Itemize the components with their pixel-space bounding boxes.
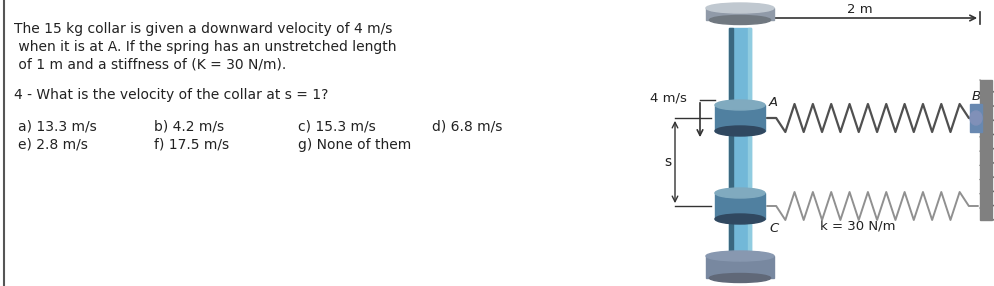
Text: C: C [769,221,778,235]
Text: s: s [664,155,671,169]
Bar [970,104,982,132]
Ellipse shape [715,126,765,136]
Bar [729,28,751,278]
Text: f) 17.5 m/s: f) 17.5 m/s [154,138,230,152]
Bar [715,105,765,131]
Bar [748,28,751,278]
Text: 4 m/s: 4 m/s [650,92,687,104]
Bar [715,193,765,219]
Bar [729,28,733,278]
Ellipse shape [706,251,774,261]
Text: The 15 kg collar is given a downward velocity of 4 m/s: The 15 kg collar is given a downward vel… [14,22,393,36]
Text: d) 6.8 m/s: d) 6.8 m/s [432,120,503,134]
Ellipse shape [706,3,774,13]
Text: g) None of them: g) None of them [298,138,412,152]
Ellipse shape [970,111,982,125]
Text: e) 2.8 m/s: e) 2.8 m/s [18,138,87,152]
Text: 2 m: 2 m [847,3,873,16]
Text: k = 30 N/m: k = 30 N/m [820,219,896,233]
Text: A: A [769,96,778,108]
Text: b) 4.2 m/s: b) 4.2 m/s [154,120,225,134]
Ellipse shape [715,100,765,110]
Text: c) 15.3 m/s: c) 15.3 m/s [298,120,376,134]
Ellipse shape [710,273,770,283]
Text: B: B [972,90,981,102]
Bar [706,256,774,278]
Ellipse shape [715,188,765,198]
Text: of 1 m and a stiffness of (K = 30 N/m).: of 1 m and a stiffness of (K = 30 N/m). [14,58,286,72]
Ellipse shape [715,214,765,224]
Text: 4 - What is the velocity of the collar at s = 1?: 4 - What is the velocity of the collar a… [14,88,328,102]
Text: when it is at A. If the spring has an unstretched length: when it is at A. If the spring has an un… [14,40,397,54]
Ellipse shape [710,15,770,25]
Text: a) 13.3 m/s: a) 13.3 m/s [18,120,96,134]
Bar [980,80,992,220]
Bar [706,8,774,20]
